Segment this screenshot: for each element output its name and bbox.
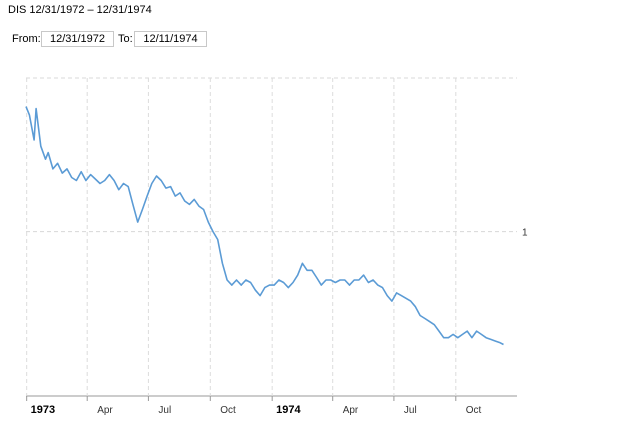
- x-tick-label: 1974: [276, 404, 301, 416]
- price-series-line: [25, 106, 504, 346]
- x-tick-label: Apr: [97, 405, 113, 416]
- from-date-input[interactable]: [41, 31, 114, 47]
- x-tick-label: Oct: [220, 405, 236, 416]
- to-label: To:: [118, 33, 133, 45]
- from-label: From:: [12, 33, 41, 45]
- to-date-input[interactable]: [134, 31, 207, 47]
- y-tick-label: 1: [522, 228, 528, 239]
- chart-title: DIS 12/31/1972 – 12/31/1974: [8, 4, 152, 16]
- x-tick-label: Jul: [404, 405, 417, 416]
- x-tick-label: Oct: [466, 405, 482, 416]
- x-tick-label: Jul: [158, 405, 171, 416]
- x-tick-label: 1973: [31, 404, 55, 416]
- x-tick-label: Apr: [343, 405, 359, 416]
